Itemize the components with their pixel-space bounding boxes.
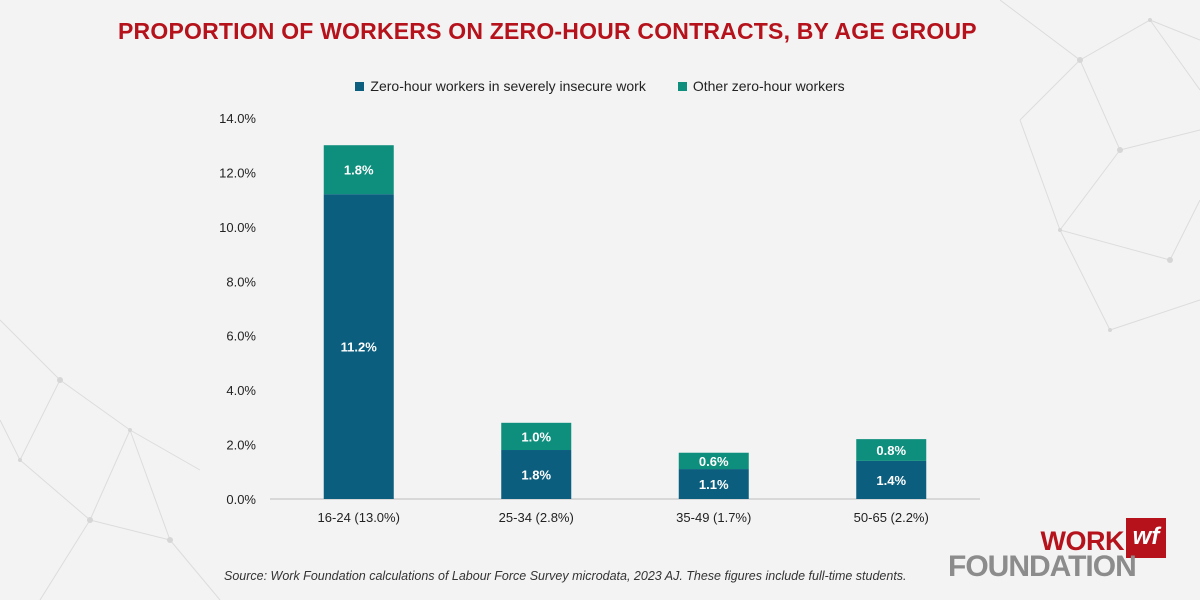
bar-segment-severely-insecure (501, 450, 572, 499)
bar-data-label: 1.0% (521, 429, 551, 444)
bar-data-label: 0.6% (699, 454, 729, 469)
logo-word-foundation: FOUNDATION (948, 550, 1137, 583)
bar-data-label: 1.4% (876, 473, 906, 488)
bar-segment-other (856, 439, 927, 461)
y-tick-label: 6.0% (226, 329, 256, 344)
bar-segment-severely-insecure (856, 460, 927, 499)
logo-word-work: WORK (1040, 526, 1125, 556)
y-tick-label: 0.0% (226, 492, 256, 507)
bar-data-label: 1.8% (344, 163, 374, 178)
work-foundation-logo: WORK wf FOUNDATION (944, 516, 1176, 586)
bar-data-label: 11.2% (341, 340, 378, 355)
bar-segment-severely-insecure (678, 469, 749, 499)
bar-data-label: 1.8% (521, 468, 551, 483)
logo-mark: wf (1126, 518, 1166, 558)
y-tick-label: 2.0% (226, 438, 256, 453)
y-tick-label: 14.0% (219, 111, 256, 126)
chart-legend: Zero-hour workers in severely insecure w… (0, 78, 1200, 94)
bar-segment-severely-insecure (323, 194, 394, 499)
x-tick-label: 35-49 (1.7%) (676, 510, 751, 525)
legend-item-other: Other zero-hour workers (677, 78, 845, 94)
y-tick-label: 12.0% (219, 165, 256, 180)
x-tick-label: 50-65 (2.2%) (854, 510, 929, 525)
bar-segment-other (678, 452, 749, 470)
bar-data-label: 1.1% (699, 477, 729, 492)
x-tick-label: 25-34 (2.8%) (499, 510, 574, 525)
bar-segment-other (323, 145, 394, 195)
bar-segment-other (501, 422, 572, 451)
legend-label-series1: Zero-hour workers in severely insecure w… (370, 78, 646, 94)
x-tick-label: 16-24 (13.0%) (318, 510, 400, 525)
legend-label-series2: Other zero-hour workers (692, 78, 845, 94)
y-tick-label: 8.0% (226, 274, 256, 289)
y-tick-label: 4.0% (226, 383, 256, 398)
source-note: Source: Work Foundation calculations of … (224, 569, 907, 583)
legend-swatch-series2 (677, 81, 687, 91)
legend-swatch-series1 (355, 81, 365, 91)
bar-data-label: 0.8% (876, 443, 906, 458)
chart-title: PROPORTION OF WORKERS ON ZERO-HOUR CONTR… (118, 18, 977, 44)
legend-item-severely-insecure: Zero-hour workers in severely insecure w… (355, 78, 646, 94)
y-tick-label: 10.0% (219, 220, 256, 235)
